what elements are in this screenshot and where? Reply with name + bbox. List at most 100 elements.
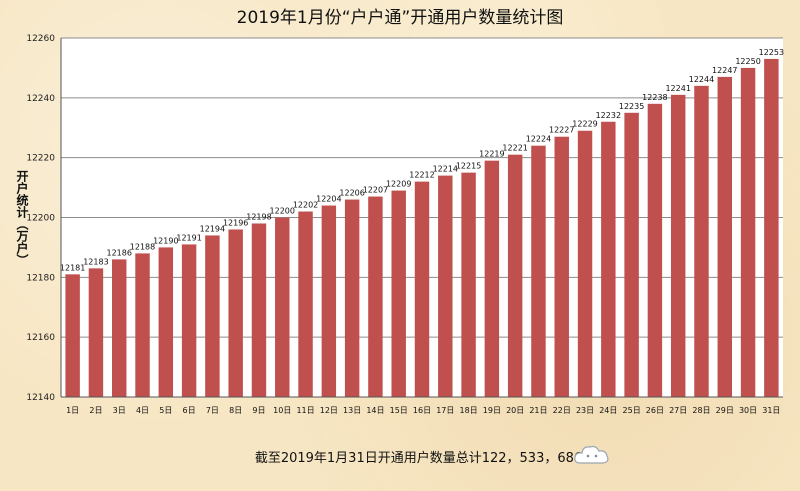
x-tick-label: 9日 (252, 406, 265, 415)
data-label: 12186 (106, 248, 131, 257)
bar (624, 112, 639, 398)
y-tick-label: 12260 (26, 34, 55, 44)
data-label: 12188 (130, 242, 155, 251)
cloud-icon (574, 445, 609, 464)
data-label: 12244 (689, 75, 714, 84)
x-tick-label: 22日 (553, 406, 571, 415)
x-tick-label: 21日 (529, 406, 547, 415)
x-tick-label: 7日 (206, 406, 219, 415)
data-label: 12250 (735, 57, 760, 66)
bar (554, 136, 569, 397)
x-tick-label: 19日 (483, 406, 501, 415)
data-label: 12212 (409, 171, 434, 180)
x-tick-label: 27日 (669, 406, 687, 415)
bar (507, 154, 523, 397)
x-tick-label: 14日 (366, 406, 384, 415)
chart-title: 2019年1月份“户户通”开通用户数量统计图 (236, 8, 564, 28)
data-label: 12253 (759, 48, 784, 57)
data-label: 12232 (596, 111, 621, 120)
data-label: 12221 (502, 144, 527, 153)
bar (717, 76, 732, 398)
bar (65, 274, 80, 397)
data-label: 12209 (386, 180, 411, 189)
bar (670, 94, 686, 397)
x-tick-label: 26日 (646, 406, 664, 415)
bar (158, 247, 174, 397)
data-label: 12219 (479, 150, 504, 159)
labels-layer: 1218112183121861218812190121911219412196… (60, 48, 784, 272)
bar (298, 211, 313, 397)
x-tick-label: 11日 (296, 406, 314, 415)
data-label: 12196 (223, 218, 248, 227)
bar (764, 58, 779, 398)
x-tick-label: 17日 (436, 406, 454, 415)
data-label: 12183 (83, 257, 108, 266)
bar (414, 181, 430, 397)
data-label: 12241 (665, 84, 690, 93)
x-tick-label: 3日 (113, 406, 126, 415)
x-tick-label: 1日 (66, 406, 79, 415)
x-tick-label: 24日 (599, 406, 617, 415)
x-tick-label: 20日 (506, 406, 524, 415)
footer-note: 截至2019年1月31日开通用户数量总计122，533，686户 (254, 451, 596, 466)
y-tick-label: 12220 (26, 154, 55, 164)
data-label: 12229 (572, 120, 597, 129)
bar (531, 145, 546, 397)
bar (484, 160, 500, 397)
bar (275, 217, 290, 397)
data-label: 12206 (339, 189, 364, 198)
data-label: 12224 (526, 135, 551, 144)
data-label: 12198 (246, 212, 271, 221)
bar (647, 103, 663, 398)
bar (344, 199, 360, 397)
bar (694, 85, 709, 397)
bar (112, 259, 127, 397)
bars-layer (65, 58, 779, 398)
y-tick-label: 12160 (26, 333, 55, 343)
x-tick-label: 5日 (159, 406, 172, 415)
data-label: 12204 (316, 195, 341, 204)
data-label: 12181 (60, 263, 85, 272)
bar (438, 175, 453, 397)
data-label: 12227 (549, 126, 574, 135)
bar (577, 130, 593, 397)
bar (88, 268, 104, 397)
x-tick-label: 25日 (623, 406, 641, 415)
x-tick-label: 18日 (459, 406, 477, 415)
x-tick-label: 10日 (273, 406, 291, 415)
data-label: 12202 (293, 201, 318, 210)
x-tick-label: 6日 (183, 406, 196, 415)
bar (181, 244, 197, 397)
x-tick-label: 8日 (229, 406, 242, 415)
y-tick-label: 12140 (26, 393, 55, 403)
x-tick-label: 15日 (390, 406, 408, 415)
x-tick-label: 12日 (320, 406, 338, 415)
data-label: 12191 (176, 233, 201, 242)
y-axis-label: 开户统计（万户） (15, 170, 29, 266)
bar (740, 67, 756, 398)
x-tick-label: 16日 (413, 406, 431, 415)
x-tick-label: 4日 (136, 406, 149, 415)
x-tick-label: 31日 (762, 406, 780, 415)
x-tick-label: 29日 (716, 406, 734, 415)
bar (205, 235, 220, 397)
data-label: 12200 (270, 207, 295, 216)
x-tick-label: 23日 (576, 406, 594, 415)
axes-layer: 12140 12160 12180 12200 12220 12240 12260 1日 2日 3… (26, 34, 783, 415)
y-tick-label: 12180 (26, 273, 55, 283)
data-label: 12215 (456, 162, 481, 171)
data-label: 12190 (153, 236, 178, 245)
data-label: 12194 (200, 224, 225, 233)
y-tick-label: 12240 (26, 94, 55, 104)
data-label: 12207 (363, 186, 388, 195)
bar (461, 172, 476, 397)
data-label: 12235 (619, 102, 644, 111)
x-tick-label: 30日 (739, 406, 757, 415)
data-label: 12238 (642, 93, 667, 102)
bar (135, 253, 150, 397)
y-tick-label: 12200 (26, 214, 55, 224)
bar (601, 121, 616, 398)
x-tick-label: 2日 (89, 406, 102, 415)
bar (228, 229, 243, 397)
